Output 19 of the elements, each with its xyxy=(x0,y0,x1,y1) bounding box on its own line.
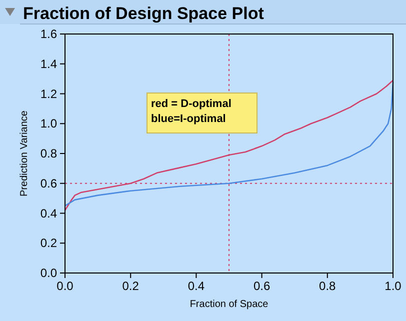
y-tick-label: 1.2 xyxy=(40,86,58,101)
y-tick-label: 0.0 xyxy=(40,266,58,280)
chart-title: Fraction of Design Space Plot xyxy=(23,4,264,23)
y-axis-title: Prediction Variance xyxy=(19,110,30,196)
x-tick-label: 0.4 xyxy=(188,279,205,293)
y-tick-label: 0.2 xyxy=(40,236,58,250)
y-tick-label: 1.0 xyxy=(40,116,58,131)
x-tick-label: 0.8 xyxy=(319,279,336,293)
x-axis-title: Fraction of Space xyxy=(190,299,269,310)
x-tick-label: 0.6 xyxy=(253,279,270,293)
x-tick-label: 0.2 xyxy=(122,279,140,293)
y-tick-label: 1.6 xyxy=(40,27,58,41)
annotation: red = D-optimal blue=I-optimal xyxy=(151,98,232,125)
y-tick-label: 0.6 xyxy=(40,176,58,190)
x-tick-label: 0.0 xyxy=(56,279,74,293)
x-tick-label: 1.0 xyxy=(384,279,402,293)
y-tick-label: 0.4 xyxy=(40,206,58,220)
y-tick-label: 1.4 xyxy=(40,56,58,71)
y-tick-label: 0.8 xyxy=(40,146,58,160)
